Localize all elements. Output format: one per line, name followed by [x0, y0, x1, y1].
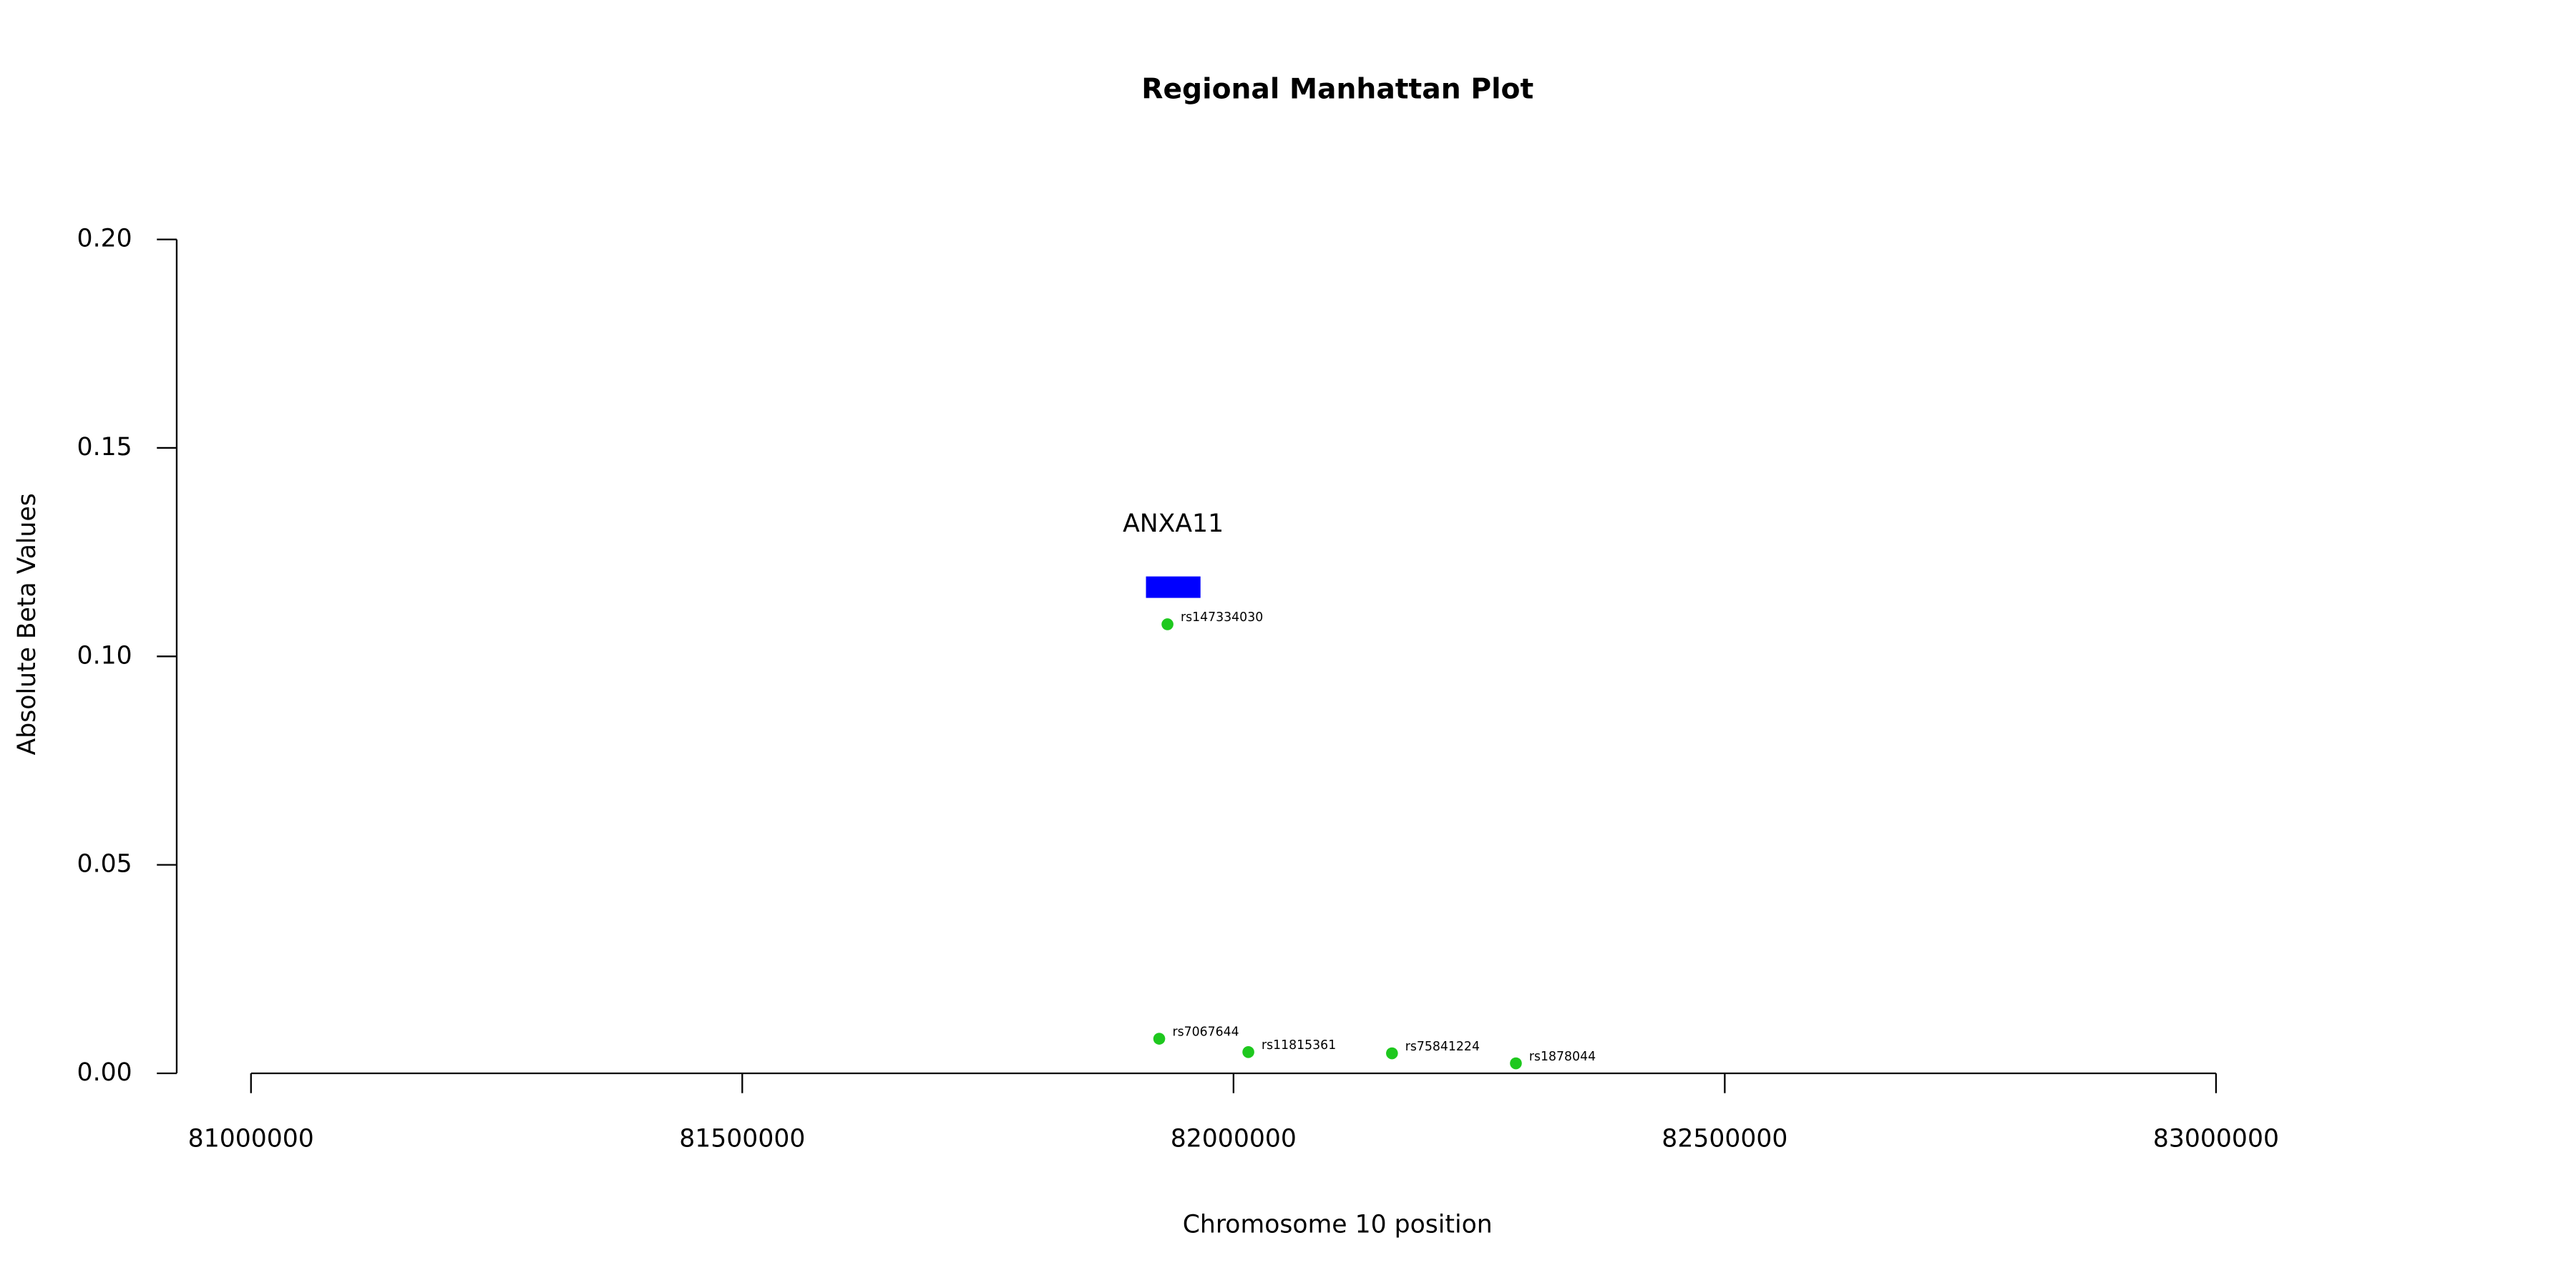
y-tick-label: 0.10 [77, 641, 132, 670]
point [1161, 618, 1174, 630]
x-tick-label: 83000000 [2153, 1124, 2279, 1153]
y-tick-label: 0.00 [77, 1058, 132, 1087]
point [1510, 1057, 1522, 1070]
x-tick-label: 81500000 [679, 1124, 805, 1153]
point-label: rs11815361 [1262, 1038, 1336, 1053]
point [1386, 1047, 1398, 1060]
y-tick-label: 0.15 [77, 433, 132, 462]
point [1153, 1033, 1166, 1045]
y-tick-label: 0.05 [77, 850, 132, 879]
point-label: rs1878044 [1529, 1050, 1596, 1064]
gene [1146, 576, 1201, 598]
point [1242, 1045, 1254, 1058]
point-label: rs75841224 [1405, 1040, 1480, 1054]
x-tick-label: 82500000 [1662, 1124, 1787, 1153]
y-tick-label: 0.20 [77, 225, 132, 253]
point-label: rs7067644 [1173, 1025, 1239, 1039]
gene-label: ANXA11 [1123, 509, 1224, 538]
y-axis-title: Absolute Beta Values [13, 493, 42, 755]
x-tick-label: 81000000 [188, 1124, 314, 1153]
x-tick-label: 82000000 [1171, 1124, 1297, 1153]
point-label: rs147334030 [1181, 610, 1263, 625]
chart-title: Regional Manhattan Plot [1141, 73, 1533, 105]
x-axis-title: Chromosome 10 position [1183, 1210, 1493, 1239]
